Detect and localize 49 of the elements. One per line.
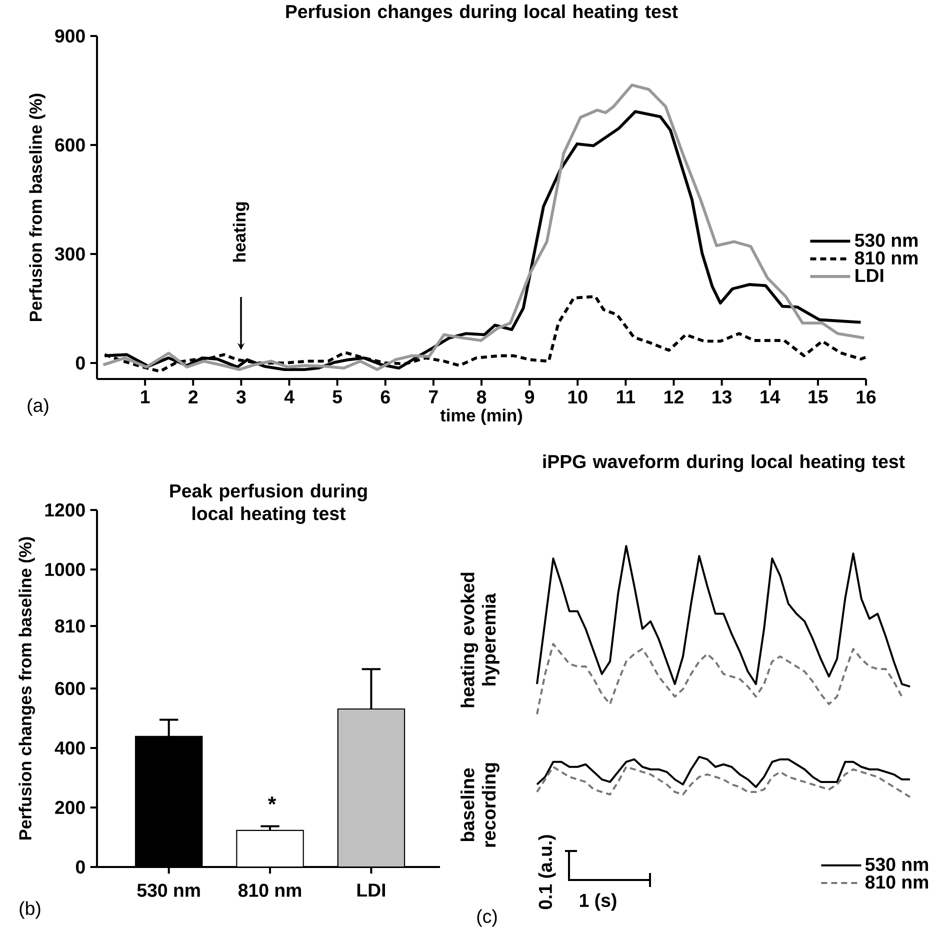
x-tick-label: 810 nm xyxy=(238,884,302,897)
y-tick-label: 600 xyxy=(55,138,85,152)
x-tick-label: 3 xyxy=(236,390,246,404)
x-tick-label: 5 xyxy=(332,390,342,404)
y-tick-label: 400 xyxy=(54,741,85,755)
x-tick-label: 15 xyxy=(808,390,828,404)
x-tick-label: 1 xyxy=(141,390,150,404)
chart-title: Peak perfusion during local heating test xyxy=(170,484,367,524)
x-tick-label: LDI xyxy=(357,884,385,897)
x-tick-label: 4 xyxy=(284,390,294,404)
x-tick-label: 11 xyxy=(616,390,636,404)
legend-label: 530 nm xyxy=(865,858,928,872)
y-tick-label: 1000 xyxy=(45,562,85,576)
y-tick-label: 1200 xyxy=(45,503,85,517)
annotation: heating xyxy=(232,202,250,262)
y-tick-label: 0 xyxy=(76,860,85,874)
y-tick-label: 810 xyxy=(55,619,85,633)
legend-label: 530 nm xyxy=(854,234,918,247)
x-tick-label: 9 xyxy=(525,390,534,404)
x-tick-label: 14 xyxy=(760,390,780,404)
y-tick-label: 200 xyxy=(55,800,85,814)
text: 0.1 (a.u.) xyxy=(538,835,556,910)
y-axis-title: Perfusion from baseline (%) xyxy=(29,94,46,321)
x-tick-label: 12 xyxy=(664,390,684,404)
y-axis-title: Perfusion changes from baseline (%) xyxy=(18,537,35,840)
y-tick-label: 300 xyxy=(54,247,85,261)
x-axis-title: time (min) xyxy=(440,408,522,425)
text: heating evoked hyperemia xyxy=(460,572,500,708)
y-tick-label: 600 xyxy=(55,682,85,696)
text: (b) xyxy=(20,901,40,919)
legend-label: 810 nm xyxy=(854,251,918,265)
text: 1 (s) xyxy=(580,893,616,911)
text: baseline recording xyxy=(460,763,500,847)
text: (c) xyxy=(477,909,497,927)
chart-title: iPPG waveform during local heating test xyxy=(543,454,905,472)
x-tick-label: 2 xyxy=(188,390,198,404)
x-tick-label: 13 xyxy=(712,390,732,404)
annotation: * xyxy=(268,796,276,805)
y-tick-label: 900 xyxy=(55,29,85,43)
chart-title: Perfusion changes during local heating test xyxy=(286,4,678,22)
x-tick-label: 530 nm xyxy=(137,884,200,897)
x-tick-label: 10 xyxy=(568,390,588,404)
x-tick-label: 7 xyxy=(429,390,438,404)
y-tick-label: 0 xyxy=(76,356,85,370)
text: (a) xyxy=(28,398,48,416)
legend-label: LDI xyxy=(856,269,884,282)
x-tick-label: 8 xyxy=(476,390,486,404)
x-tick-label: 6 xyxy=(380,390,390,404)
x-tick-label: 16 xyxy=(856,390,876,404)
